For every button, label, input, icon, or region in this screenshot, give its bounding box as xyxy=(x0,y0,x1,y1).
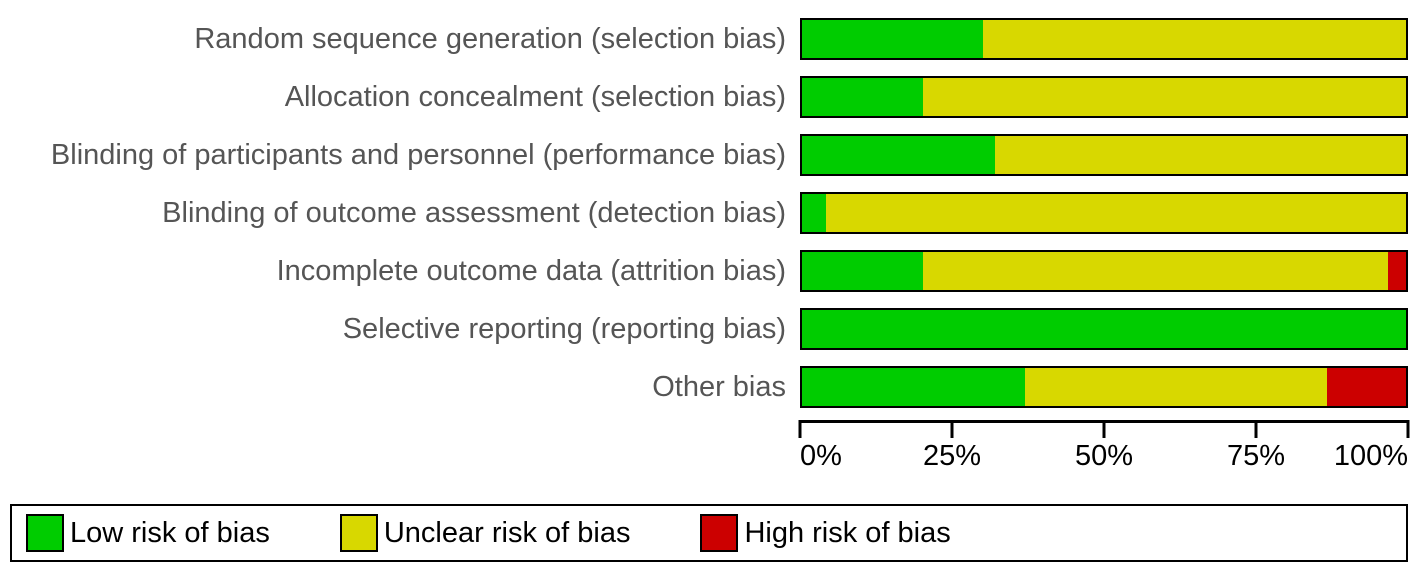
legend-label: Unclear risk of bias xyxy=(384,517,631,550)
bar-segment-unclear xyxy=(923,78,1406,116)
bar-segment-low xyxy=(802,78,923,116)
bar-segment-unclear xyxy=(1025,368,1327,406)
bar-segment-unclear xyxy=(995,136,1406,174)
category-label: Blinding of outcome assessment (detectio… xyxy=(10,197,800,230)
bar-segment-low xyxy=(802,136,995,174)
bar-track xyxy=(800,192,1408,234)
legend-label: Low risk of bias xyxy=(70,517,270,550)
bar-segment-unclear xyxy=(923,252,1388,290)
bar-rows-container: Random sequence generation (selection bi… xyxy=(10,10,1408,416)
bar-track xyxy=(800,76,1408,118)
axis-tick-label: 50% xyxy=(1075,440,1133,473)
bar-segment-low xyxy=(802,310,1406,348)
legend-swatch-high xyxy=(700,514,738,552)
legend-item-high: High risk of bias xyxy=(700,514,950,552)
legend-swatch-unclear xyxy=(340,514,378,552)
category-label: Selective reporting (reporting bias) xyxy=(10,313,800,346)
bar-row: Other bias xyxy=(10,358,1408,416)
axis-spacer xyxy=(10,420,800,490)
axis-tick xyxy=(1255,420,1258,438)
x-axis: 0% 25% 50% 75% 100% xyxy=(800,420,1408,490)
category-label: Allocation concealment (selection bias) xyxy=(10,81,800,114)
bar-segment-unclear xyxy=(983,20,1406,58)
axis-tick xyxy=(1407,420,1410,438)
risk-of-bias-chart: Random sequence generation (selection bi… xyxy=(0,0,1418,490)
axis-tick-label: 100% xyxy=(1334,440,1408,473)
legend-swatch-low xyxy=(26,514,64,552)
bar-segment-high xyxy=(1327,368,1406,406)
axis-tick-label: 75% xyxy=(1227,440,1285,473)
bar-segment-low xyxy=(802,194,826,232)
bar-track xyxy=(800,366,1408,408)
bar-segment-unclear xyxy=(826,194,1406,232)
bar-row: Blinding of outcome assessment (detectio… xyxy=(10,184,1408,242)
x-axis-area: 0% 25% 50% 75% 100% xyxy=(10,420,1408,490)
bar-segment-low xyxy=(802,252,923,290)
bar-row: Incomplete outcome data (attrition bias) xyxy=(10,242,1408,300)
bar-row: Blinding of participants and personnel (… xyxy=(10,126,1408,184)
bar-segment-low xyxy=(802,20,983,58)
bar-track xyxy=(800,134,1408,176)
axis-tick-label: 0% xyxy=(800,440,842,473)
category-label: Other bias xyxy=(10,371,800,404)
legend: Low risk of bias Unclear risk of bias High… xyxy=(10,504,1408,562)
bar-track xyxy=(800,250,1408,292)
legend-item-unclear: Unclear risk of bias xyxy=(340,514,631,552)
legend-item-low: Low risk of bias xyxy=(26,514,270,552)
axis-tick-label: 25% xyxy=(923,440,981,473)
axis-tick xyxy=(799,420,802,438)
bar-row: Random sequence generation (selection bi… xyxy=(10,10,1408,68)
bar-row: Selective reporting (reporting bias) xyxy=(10,300,1408,358)
bar-segment-high xyxy=(1388,252,1406,290)
bar-segment-low xyxy=(802,368,1025,406)
category-label: Blinding of participants and personnel (… xyxy=(10,139,800,172)
bar-track xyxy=(800,18,1408,60)
bar-track xyxy=(800,308,1408,350)
legend-label: High risk of bias xyxy=(744,517,950,550)
bar-row: Allocation concealment (selection bias) xyxy=(10,68,1408,126)
category-label: Random sequence generation (selection bi… xyxy=(10,23,800,56)
axis-tick xyxy=(951,420,954,438)
axis-tick xyxy=(1103,420,1106,438)
category-label: Incomplete outcome data (attrition bias) xyxy=(10,255,800,288)
